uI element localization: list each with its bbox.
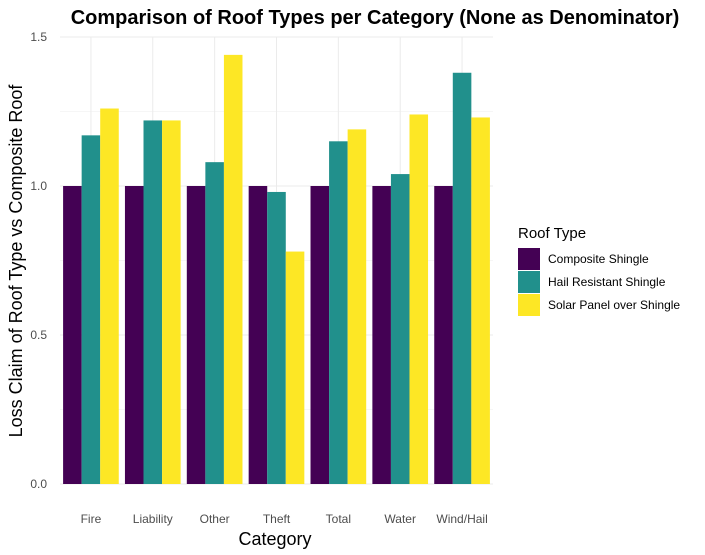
bar bbox=[63, 186, 82, 484]
legend-title: Roof Type bbox=[518, 225, 586, 242]
bar bbox=[205, 162, 224, 484]
legend-label: Composite Shingle bbox=[548, 252, 649, 266]
y-tick-label: 1.5 bbox=[30, 30, 47, 44]
bar bbox=[434, 186, 453, 484]
bar bbox=[100, 108, 119, 485]
y-axis-title: Loss Claim of Roof Type vs Composite Roo… bbox=[6, 84, 26, 438]
x-axis-ticks: Fire Liability Other Theft Total Water Wind/Ha… bbox=[81, 512, 488, 526]
legend-label: Hail Resistant Shingle bbox=[548, 275, 666, 289]
bar bbox=[390, 174, 410, 484]
x-tick-label: Fire bbox=[81, 512, 102, 526]
y-tick-label: 1.0 bbox=[30, 179, 47, 193]
y-tick-label: 0.0 bbox=[30, 477, 47, 491]
bar bbox=[347, 129, 367, 484]
bar bbox=[285, 251, 305, 484]
chart-title: Comparison of Roof Types per Category (N… bbox=[71, 7, 680, 29]
x-tick-label: Theft bbox=[263, 512, 291, 526]
bar bbox=[452, 72, 472, 484]
legend: Roof Type Composite Shingle Hail Resistan… bbox=[518, 225, 680, 316]
bar bbox=[143, 120, 163, 484]
legend-swatch bbox=[518, 271, 540, 293]
x-tick-label: Wind/Hail bbox=[436, 512, 487, 526]
legend-swatch bbox=[518, 248, 540, 270]
x-tick-label: Total bbox=[326, 512, 351, 526]
bar bbox=[81, 135, 101, 484]
bar bbox=[329, 141, 348, 485]
bar bbox=[310, 186, 330, 484]
x-tick-label: Other bbox=[200, 512, 230, 526]
bar bbox=[186, 186, 206, 484]
bar bbox=[372, 186, 391, 484]
bar bbox=[471, 117, 490, 485]
bar bbox=[124, 186, 144, 484]
legend-label: Solar Panel over Shingle bbox=[548, 298, 680, 312]
x-tick-label: Water bbox=[384, 512, 416, 526]
y-tick-label: 0.5 bbox=[30, 328, 47, 342]
bar bbox=[223, 54, 243, 484]
y-axis-ticks: 0.0 0.5 1.0 1.5 bbox=[30, 30, 47, 491]
bars bbox=[63, 54, 490, 485]
x-tick-label: Liability bbox=[133, 512, 173, 526]
bar bbox=[409, 114, 429, 484]
legend-swatch bbox=[518, 294, 540, 316]
bar bbox=[248, 186, 268, 484]
x-axis-title: Category bbox=[238, 529, 311, 549]
bar bbox=[162, 120, 181, 484]
bar bbox=[267, 191, 286, 484]
